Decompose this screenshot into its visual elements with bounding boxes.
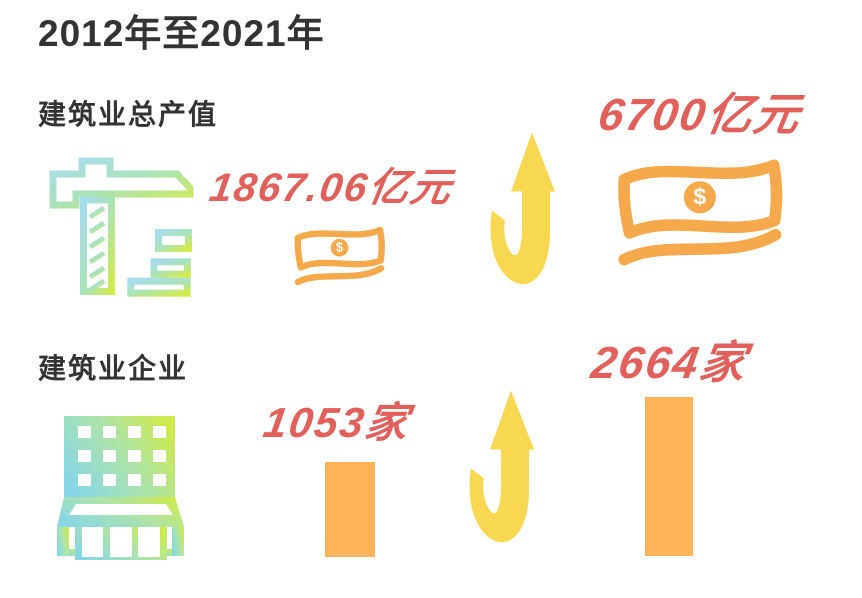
growth-arrow-icon [489, 132, 555, 287]
office-building-icon [57, 415, 184, 560]
bar-tall [645, 397, 693, 556]
enterprises-2021-value: 2664家 [587, 337, 752, 388]
dollar-symbol: $ [336, 240, 343, 255]
dollar-symbol: $ [693, 183, 706, 209]
enterprises-2012-value: 1053家 [260, 399, 414, 446]
output-2012-value: 1867.06亿元 [206, 166, 457, 210]
section-output-label: 建筑业总产值 [38, 99, 219, 130]
banknote-large-icon: $ [610, 149, 788, 283]
bar-short [325, 462, 375, 557]
growth-arrow-icon [468, 390, 534, 545]
section-enterprises-label: 建筑业企业 [38, 353, 189, 384]
page-title: 2012年至2021年 [38, 13, 325, 54]
banknote-small-icon: $ [290, 221, 388, 295]
output-2021-value: 6700亿元 [594, 89, 806, 140]
tower-crane-icon [40, 155, 198, 303]
